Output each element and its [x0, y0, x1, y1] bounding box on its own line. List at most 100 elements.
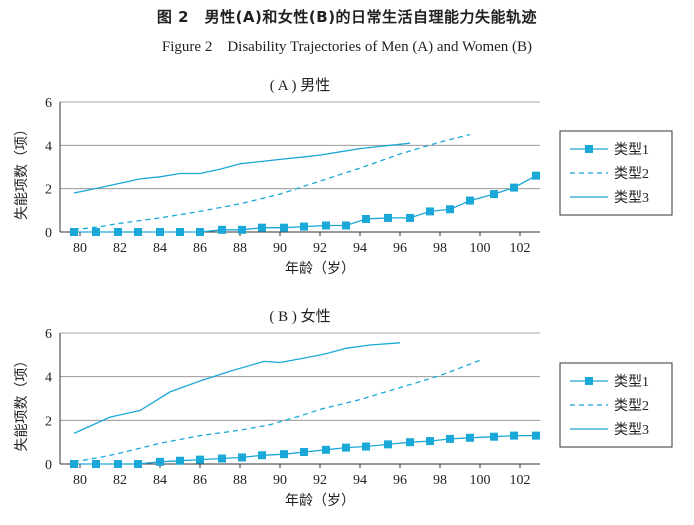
x-tick-label: 102 — [510, 473, 531, 488]
y-tick-label: 6 — [45, 96, 52, 111]
panel-title: ( A ) 男性 — [270, 77, 330, 94]
data-point-marker — [342, 443, 350, 452]
data-point-marker — [280, 450, 288, 459]
legend-marker — [585, 377, 593, 385]
data-point-marker — [114, 228, 122, 236]
data-point-marker — [384, 213, 392, 222]
data-point-marker — [238, 453, 246, 462]
legend: 类型1 类型2 类型3 — [559, 362, 673, 448]
data-point-marker — [92, 228, 100, 236]
x-tick-label: 90 — [273, 473, 287, 488]
data-point-marker — [300, 447, 308, 456]
figure-title-zh: 图 2 男性(A)和女性(B)的日常生活自理能力失能轨迹 — [156, 8, 538, 26]
data-point-marker — [156, 457, 164, 466]
data-point-marker — [532, 171, 540, 180]
x-tick-label: 96 — [393, 241, 407, 256]
y-tick-label: 0 — [45, 458, 52, 473]
chart-panel-a: ( A ) 男性 0 2 4 6 80 82 84 86 88 90 92 94 96 98 100 102 年龄… — [14, 77, 673, 277]
x-tick-label: 94 — [353, 473, 367, 488]
data-point-marker — [446, 434, 454, 443]
data-point-marker — [238, 225, 246, 234]
data-point-marker — [510, 431, 518, 440]
x-axis-label: 年龄（岁） — [285, 261, 355, 277]
x-tick-label: 80 — [73, 473, 87, 488]
data-point-marker — [466, 196, 474, 205]
x-tick-label: 82 — [113, 473, 127, 488]
x-tick-label: 92 — [313, 473, 327, 488]
data-point-marker — [258, 223, 266, 232]
x-tick-label: 98 — [433, 241, 447, 256]
y-axis-label: 失能项数（项） — [14, 354, 30, 452]
data-point-marker — [156, 228, 164, 236]
data-point-marker — [218, 225, 226, 234]
x-tick-label: 100 — [470, 473, 491, 488]
data-point-marker — [490, 432, 498, 441]
data-point-marker — [176, 456, 184, 465]
x-tick-label: 100 — [470, 241, 491, 256]
legend-label: 类型1 — [614, 374, 649, 390]
x-tick-label: 98 — [433, 473, 447, 488]
legend: 类型1 类型2 类型3 — [559, 130, 673, 216]
y-tick-label: 2 — [45, 414, 52, 429]
y-tick-label: 4 — [45, 371, 52, 386]
legend-box — [559, 130, 673, 216]
data-point-marker — [218, 454, 226, 463]
chart-panel-b: ( B ) 女性 0 2 4 6 80 82 84 86 88 90 92 94 96 98 100 102 年龄… — [14, 307, 673, 509]
data-point-marker — [176, 228, 184, 236]
data-point-marker — [258, 451, 266, 460]
data-point-marker — [134, 460, 142, 468]
x-tick-label: 94 — [353, 241, 367, 256]
x-tick-label: 88 — [233, 241, 247, 256]
legend-label: 类型3 — [614, 422, 649, 438]
legend-box — [559, 362, 673, 448]
data-point-marker — [114, 460, 122, 468]
legend-label: 类型2 — [614, 166, 649, 182]
series-line-类型2 — [73, 133, 471, 231]
x-tick-label: 92 — [313, 241, 327, 256]
data-point-marker — [322, 221, 330, 230]
data-point-marker — [362, 442, 370, 451]
legend-label: 类型1 — [614, 142, 649, 158]
y-tick-label: 4 — [45, 139, 52, 154]
legend-marker — [585, 145, 593, 153]
series-line-类型2 — [73, 359, 481, 463]
data-point-marker — [342, 221, 350, 230]
x-axis-label: 年龄（岁） — [285, 493, 355, 509]
x-tick-label: 80 — [73, 241, 87, 256]
data-point-marker — [510, 183, 518, 192]
data-point-marker — [196, 228, 204, 236]
x-tick-label: 82 — [113, 241, 127, 256]
data-point-marker — [446, 205, 454, 214]
data-point-marker — [70, 228, 78, 236]
legend-label: 类型3 — [614, 190, 649, 206]
data-point-marker — [406, 213, 414, 222]
y-axis-label: 失能项数（项） — [14, 122, 30, 220]
data-point-marker — [196, 455, 204, 464]
series-line-类型3 — [73, 342, 401, 434]
y-tick-label: 6 — [45, 327, 52, 342]
data-point-marker — [490, 190, 498, 199]
x-tick-label: 102 — [510, 241, 531, 256]
data-point-marker — [322, 445, 330, 454]
data-point-marker — [466, 433, 474, 442]
legend-label: 类型2 — [614, 398, 649, 414]
data-point-marker — [406, 438, 414, 447]
data-point-marker — [384, 440, 392, 449]
data-point-marker — [426, 437, 434, 446]
x-tick-label: 88 — [233, 473, 247, 488]
series-line-类型3 — [73, 142, 411, 194]
x-tick-label: 96 — [393, 473, 407, 488]
data-point-marker — [134, 228, 142, 236]
data-point-marker — [92, 460, 100, 468]
x-tick-label: 90 — [273, 241, 287, 256]
data-point-marker — [70, 460, 78, 468]
x-tick-label: 84 — [153, 241, 167, 256]
x-tick-label: 86 — [193, 241, 207, 256]
x-tick-label: 86 — [193, 473, 207, 488]
y-tick-label: 0 — [45, 226, 52, 241]
data-point-marker — [362, 215, 370, 223]
data-point-marker — [426, 207, 434, 216]
x-tick-label: 84 — [153, 473, 167, 488]
data-point-marker — [280, 223, 288, 232]
